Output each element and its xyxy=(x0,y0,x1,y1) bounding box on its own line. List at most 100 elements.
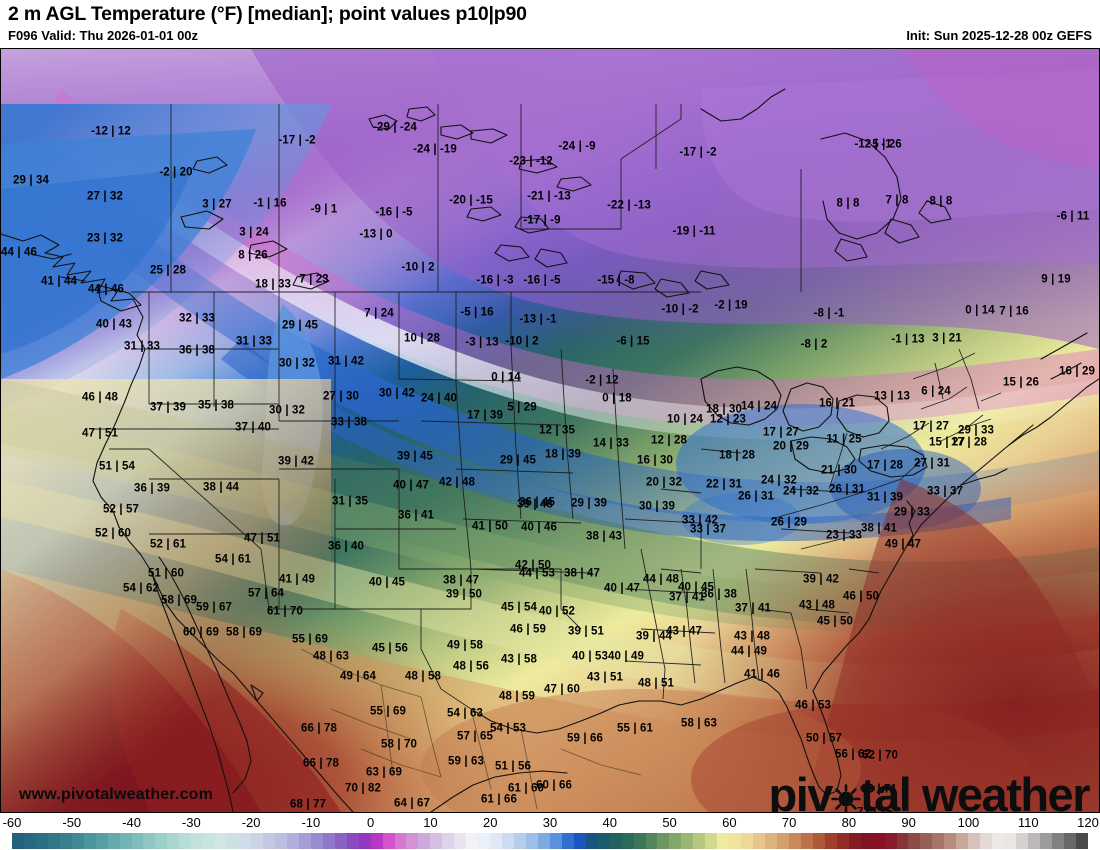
point-value-label: 59 | 66 xyxy=(567,732,603,745)
point-value-label: 40 | 45 xyxy=(678,581,714,594)
point-value-label: 6 | 24 xyxy=(921,385,951,398)
point-value-label: 45 | 54 xyxy=(501,601,537,614)
point-value-label: 41 | 49 xyxy=(279,573,315,586)
point-value-label: -16 | -5 xyxy=(523,274,561,287)
point-value-label: 60 | 69 xyxy=(183,626,219,639)
point-value-label: 62 | 70 xyxy=(862,749,898,762)
point-value-label: 7 | 24 xyxy=(364,307,394,320)
point-value-label: 37 | 41 xyxy=(669,591,705,604)
colorbar-swatch xyxy=(1004,833,1017,849)
point-value-label: -17 | -2 xyxy=(679,146,717,159)
point-value-label: 36 | 40 xyxy=(328,540,364,553)
colorbar-swatch xyxy=(35,833,48,849)
colorbar-tick: 70 xyxy=(781,815,797,830)
colorbar-swatch xyxy=(167,833,180,849)
point-value-label: 33 | 38 xyxy=(331,416,367,429)
point-value-label: -15 | -8 xyxy=(597,274,635,287)
colorbar-swatch xyxy=(561,833,574,849)
colorbar-tick: 50 xyxy=(662,815,677,830)
colorbar-swatch xyxy=(286,833,299,849)
colorbar[interactable]: -60 -50 -40 -30 -20 -10 0 10 20 30 40 50 60 70 80 90 100… xyxy=(0,815,1100,850)
colorbar-swatch xyxy=(657,833,670,849)
point-value-label: 70 | 82 xyxy=(345,782,381,795)
point-value-label: 46 | 50 xyxy=(843,590,879,603)
sun-icon xyxy=(831,784,861,812)
colorbar-swatch xyxy=(920,833,933,849)
point-value-label: 48 | 51 xyxy=(638,677,674,690)
point-value-label: 40 | 46 xyxy=(521,521,557,534)
colorbar-gradient-strip[interactable] xyxy=(12,833,1088,849)
map-canvas[interactable] xyxy=(1,49,1099,812)
colorbar-swatch xyxy=(119,833,132,849)
colorbar-tick: 80 xyxy=(841,815,857,830)
point-value-label: 72 | 75 xyxy=(857,806,893,813)
point-value-label: 38 | 43 xyxy=(586,530,622,543)
point-value-label: 66 | 78 xyxy=(301,722,337,735)
colorbar-tick: 0 xyxy=(367,815,375,830)
point-value-label: 25 | 28 xyxy=(150,264,186,277)
point-value-label: 43 | 47 xyxy=(666,625,702,638)
point-value-label: 16 | 21 xyxy=(819,397,855,410)
point-value-label: 38 | 47 xyxy=(443,574,479,587)
point-value-label: 47 | 51 xyxy=(244,532,280,545)
point-value-label: 61 | 66 xyxy=(481,793,517,806)
point-value-label: 40 | 43 xyxy=(96,318,132,331)
point-value-label: -10 | 2 xyxy=(401,261,435,274)
point-value-label: -8 | 8 xyxy=(925,195,953,208)
point-value-label: 45 | 56 xyxy=(372,642,408,655)
point-value-label: 44 | 49 xyxy=(731,645,767,658)
point-value-label: -21 | -13 xyxy=(527,190,571,203)
point-value-label: 47 | 60 xyxy=(544,683,580,696)
colorbar-swatch xyxy=(765,833,777,849)
point-value-label: 42 | 50 xyxy=(515,559,551,572)
point-value-label: 52 | 57 xyxy=(103,503,139,516)
point-value-label: 8 | 8 xyxy=(836,197,860,210)
colorbar-tick-labels: -60 -50 -40 -30 -20 -10 0 10 20 30 40 50 60 70 80 90 100… xyxy=(0,815,1100,832)
colorbar-swatch xyxy=(215,833,228,849)
colorbar-swatch xyxy=(956,833,969,849)
colorbar-tick: -40 xyxy=(122,815,141,830)
point-value-label: 3 | 24 xyxy=(239,226,269,239)
colorbar-tick: -10 xyxy=(301,815,321,830)
point-value-label: 57 | 64 xyxy=(248,587,284,600)
colorbar-swatch xyxy=(645,833,658,849)
map-viewport[interactable]: -12 | 12 -17 | -2 -29 | -24 -24 | -19 -23 | … xyxy=(0,48,1100,813)
colorbar-swatch xyxy=(573,833,586,849)
point-value-label: 0 | 14 xyxy=(491,371,521,384)
point-value-label: 39 | 44 xyxy=(636,630,672,643)
point-value-label: 49 | 47 xyxy=(885,538,921,551)
colorbar-swatch xyxy=(777,833,789,849)
point-value-label: 29 | 33 xyxy=(894,506,930,519)
point-value-label: 14 | 24 xyxy=(741,400,777,413)
colorbar-swatch xyxy=(549,833,562,849)
watermark-url: www.pivotalweather.com xyxy=(19,786,214,803)
colorbar-swatch xyxy=(430,833,443,849)
colorbar-swatch xyxy=(454,833,467,849)
colorbar-swatch xyxy=(1075,833,1088,849)
political-borders-layer xyxy=(91,104,1002,810)
point-value-label: 46 | 53 xyxy=(795,699,831,712)
point-value-label: 20 | 29 xyxy=(773,440,809,453)
point-value-label: 23 | 32 xyxy=(87,232,123,245)
point-value-label: 55 | 69 xyxy=(370,705,406,718)
colorbar-swatch xyxy=(1039,833,1052,849)
point-value-label: 20 | 32 xyxy=(646,476,682,489)
point-value-label: 36 | 38 xyxy=(179,344,215,357)
colorbar-swatch xyxy=(131,833,144,849)
point-value-label: -9 | 1 xyxy=(310,203,338,216)
point-value-label: 58 | 69 xyxy=(226,626,262,639)
point-value-label: 26 | 31 xyxy=(829,483,865,496)
colorbar-swatch xyxy=(418,833,431,849)
init-time-label: Init: Sun 2025-12-28 00z GEFS xyxy=(906,28,1092,43)
point-value-label: 27 | 31 xyxy=(914,457,950,470)
point-value-label: 55 | 61 xyxy=(617,722,653,735)
page-header: 2 m AGL Temperature (°F) [median]; point… xyxy=(0,0,1100,48)
colorbar-swatch xyxy=(1063,833,1076,849)
point-value-label: 18 | 28 xyxy=(719,449,755,462)
colorbar-swatch xyxy=(47,833,60,849)
point-value-label: 24 | 40 xyxy=(421,392,457,405)
point-value-label: 55 | 69 xyxy=(292,633,328,646)
point-value-label: 49 | 58 xyxy=(447,639,483,652)
colorbar-tick: 10 xyxy=(423,815,438,830)
colorbar-swatch xyxy=(466,833,479,849)
